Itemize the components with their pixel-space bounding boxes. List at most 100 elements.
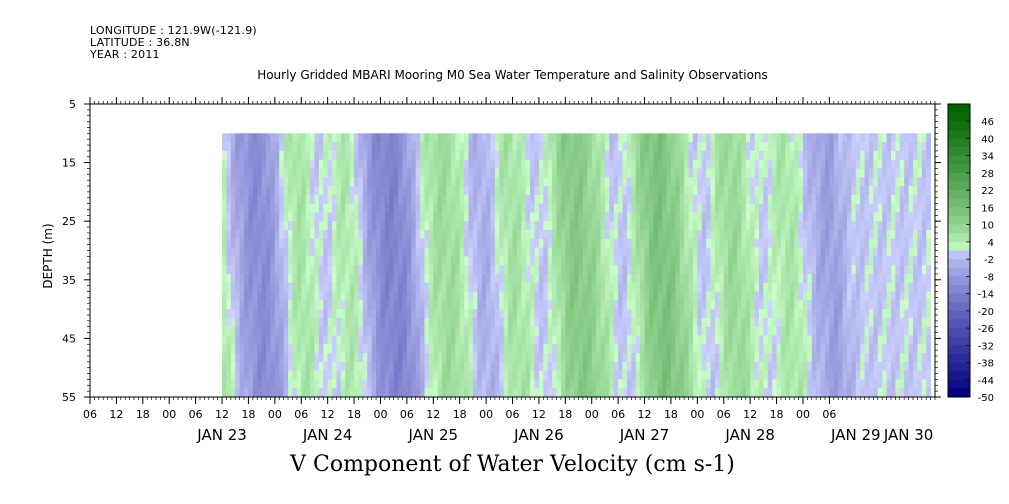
heatmap-cell	[384, 142, 390, 152]
heatmap-cell	[358, 265, 364, 275]
heatmap-cell	[525, 256, 531, 266]
heatmap-cell	[472, 282, 478, 292]
heatmap-cell	[472, 142, 478, 152]
heatmap-cell	[222, 379, 227, 389]
heatmap-cell	[393, 142, 399, 152]
heatmap-cell	[411, 370, 417, 380]
heatmap-cell	[257, 344, 263, 354]
heatmap-cell	[767, 282, 773, 292]
heatmap-cell	[327, 335, 333, 345]
heatmap-cell	[305, 186, 311, 196]
heatmap-cell	[785, 265, 791, 275]
heatmap-cell	[706, 309, 711, 319]
heatmap-cell	[327, 247, 333, 257]
heatmap-cell	[552, 221, 557, 231]
heatmap-cell	[824, 177, 830, 187]
heatmap-cell	[714, 300, 720, 310]
heatmap-cell	[772, 265, 777, 275]
heatmap-cell	[807, 379, 813, 389]
heatmap-cell	[552, 247, 557, 257]
heatmap-cell	[802, 177, 808, 187]
heatmap-cell	[635, 212, 641, 222]
heatmap-cell	[301, 238, 307, 248]
heatmap-cell	[283, 186, 289, 196]
heatmap-cell	[398, 133, 403, 143]
heatmap-cell	[926, 203, 931, 213]
heatmap-cell	[248, 133, 254, 143]
heatmap-cell	[477, 273, 483, 284]
heatmap-cell	[398, 282, 403, 292]
heatmap-cell	[679, 379, 685, 389]
heatmap-cell	[521, 388, 527, 398]
heatmap-cell	[684, 142, 689, 152]
heatmap-cell	[376, 300, 381, 310]
heatmap-cell	[530, 388, 535, 398]
heatmap-cell	[248, 159, 254, 169]
heatmap-cell	[464, 212, 469, 222]
heatmap-cell	[560, 300, 566, 310]
heatmap-cell	[574, 168, 579, 178]
heatmap-cell	[587, 159, 593, 169]
heatmap-cell	[521, 265, 527, 275]
heatmap-cell	[376, 282, 381, 292]
heatmap-cell	[411, 150, 417, 161]
heatmap-cell	[376, 317, 381, 328]
heatmap-cell	[908, 291, 914, 301]
heatmap-cell	[609, 265, 615, 275]
heatmap-cell	[776, 282, 782, 292]
heatmap-cell	[723, 177, 729, 187]
heatmap-cell	[538, 379, 544, 389]
heatmap-cell	[222, 326, 227, 336]
heatmap-cell	[820, 388, 826, 398]
heatmap-cell	[851, 238, 857, 248]
heatmap-cell	[525, 247, 531, 257]
heatmap-cell	[248, 309, 254, 319]
heatmap-cell	[560, 370, 566, 380]
heatmap-cell	[437, 133, 443, 143]
heatmap-cell	[486, 194, 491, 205]
heatmap-cell	[626, 203, 632, 213]
heatmap-cell	[666, 326, 672, 336]
heatmap-cell	[728, 142, 733, 152]
heatmap-cell	[371, 159, 377, 169]
heatmap-cell	[670, 150, 676, 161]
heatmap-cell	[468, 159, 474, 169]
heatmap-cell	[855, 142, 861, 152]
heatmap-cell	[670, 203, 676, 213]
heatmap-cell	[310, 247, 315, 257]
heatmap-cell	[917, 229, 923, 240]
heatmap-cell	[455, 344, 461, 354]
heatmap-cell	[758, 388, 764, 398]
heatmap-cell	[714, 326, 720, 336]
heatmap-cell	[622, 177, 628, 187]
heatmap-cell	[780, 203, 786, 213]
heatmap-cell	[794, 326, 799, 336]
heatmap-cell	[283, 282, 289, 292]
heatmap-cell	[789, 291, 795, 301]
heatmap-cell	[912, 133, 918, 143]
heatmap-cell	[345, 291, 351, 301]
heatmap-cell	[512, 388, 518, 398]
heatmap-cell	[631, 370, 637, 380]
heatmap-cell	[613, 370, 619, 380]
heatmap-cell	[305, 247, 311, 257]
heatmap-cell	[846, 361, 852, 372]
heatmap-cell	[248, 344, 254, 354]
heatmap-cell	[459, 203, 465, 213]
heatmap-cell	[314, 247, 320, 257]
heatmap-cell	[459, 238, 465, 248]
heatmap-cell	[684, 229, 689, 240]
heatmap-cell	[600, 221, 606, 231]
heatmap-cell	[855, 282, 861, 292]
heatmap-cell	[772, 361, 777, 372]
heatmap-cell	[679, 335, 685, 345]
heatmap-cell	[230, 353, 236, 363]
heatmap-cell	[358, 335, 364, 345]
heatmap-cell	[433, 335, 439, 345]
heatmap-cell	[490, 168, 496, 178]
heatmap-cell	[252, 309, 258, 319]
heatmap-cell	[354, 353, 359, 363]
heatmap-cell	[811, 300, 817, 310]
heatmap-cell	[767, 238, 773, 248]
heatmap-cell	[393, 370, 399, 380]
